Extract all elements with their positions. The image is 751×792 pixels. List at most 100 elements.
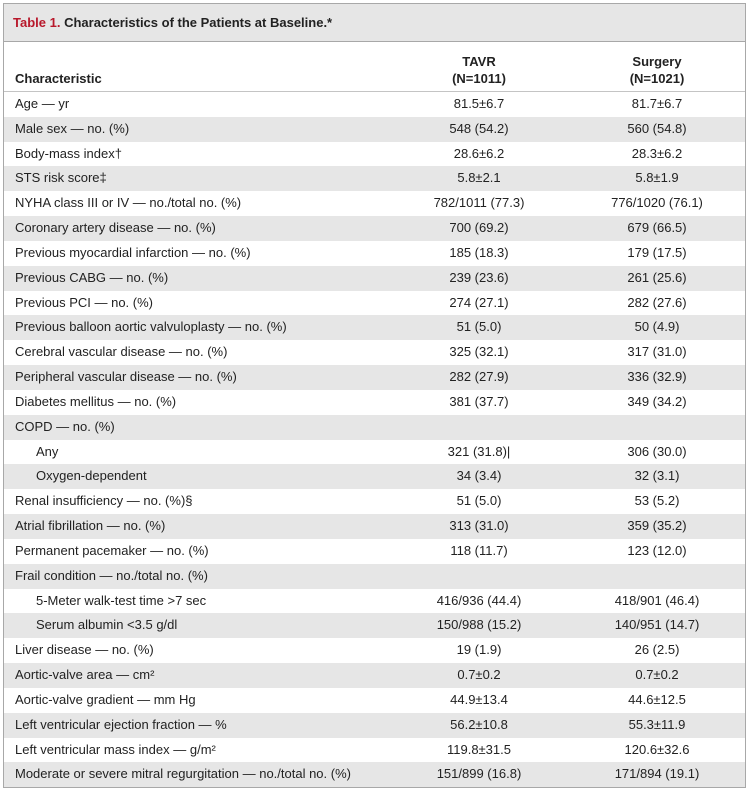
row-label: 5-Meter walk-test time >7 sec bbox=[36, 592, 207, 608]
table-row: STS risk score‡ 5.8±2.1 5.8±1.9 bbox=[4, 166, 745, 192]
table-row: Aortic-valve gradient — mm Hg 44.9±13.4 44… bbox=[4, 688, 745, 713]
tavr-value: 0.7±0.2 bbox=[457, 667, 501, 683]
table-number: Table 1. bbox=[13, 15, 61, 30]
tavr-value: 282 (27.9) bbox=[449, 369, 509, 385]
row-label: Permanent pacemaker — no. (%) bbox=[15, 542, 209, 558]
tavr-value: 782/1011 (77.3) bbox=[433, 195, 525, 211]
table-row: Frail condition — no./total no. (%) bbox=[4, 563, 745, 589]
table-row: Peripheral vascular disease — no. (%) 282… bbox=[4, 365, 745, 390]
tavr-value: 548 (54.2) bbox=[449, 120, 509, 136]
table-row: Body-mass index† 28.6±6.2 28.3±6.2 bbox=[4, 142, 745, 167]
surgery-value: 81.7±6.7 bbox=[631, 96, 683, 111]
tavr-value: 51 (5.0) bbox=[456, 319, 502, 335]
table-row: Oxygen-dependent 34 (3.4) 32 (3.1) bbox=[4, 464, 745, 490]
table-row: Aortic-valve area — cm² 0.7±0.2 0.7±0.2 bbox=[4, 663, 745, 688]
header-surgery: Surgery (N=1021) bbox=[577, 53, 737, 87]
row-label: Previous PCI — no. (%) bbox=[15, 294, 153, 310]
surgery-value: 317 (31.0) bbox=[627, 344, 687, 360]
tavr-value: 321 (31.8)| bbox=[447, 443, 511, 459]
row-label: Male sex — no. (%) bbox=[15, 120, 130, 136]
surgery-value: 55.3±11.9 bbox=[628, 716, 686, 732]
surgery-value: 359 (35.2) bbox=[627, 518, 687, 534]
table-body: Age — yr 81.5±6.7 81.7±6.7 Male sex — no. (… bbox=[4, 92, 745, 788]
header-tavr-n: (N=1011) bbox=[452, 71, 506, 86]
surgery-value: 179 (17.5) bbox=[627, 244, 687, 260]
row-label: Atrial fibrillation — no. (%) bbox=[15, 518, 166, 534]
table-row: Any 321 (31.8)| 306 (30.0) bbox=[4, 440, 745, 465]
table-row: COPD — no. (%) bbox=[4, 414, 745, 440]
tavr-value: 416/936 (44.4) bbox=[436, 592, 522, 608]
row-label: Previous balloon aortic valvuloplasty — … bbox=[15, 319, 287, 335]
tavr-value: 81.5±6.7 bbox=[453, 96, 505, 111]
table-row: Serum albumin <3.5 g/dl 150/988 (15.2) 140… bbox=[4, 613, 745, 639]
table-row: Left ventricular mass index — g/m² 119.8±… bbox=[4, 738, 745, 763]
row-label: Age — yr bbox=[15, 96, 70, 111]
row-label: Serum albumin <3.5 g/dl bbox=[36, 617, 178, 633]
tavr-value: 56.2±10.8 bbox=[450, 716, 508, 732]
tavr-value: 151/899 (16.8) bbox=[436, 766, 522, 782]
tavr-value: 118 (11.7) bbox=[450, 542, 508, 558]
surgery-value: 306 (30.0) bbox=[627, 443, 687, 459]
table-row: Atrial fibrillation — no. (%) 313 (31.0) 3… bbox=[4, 514, 745, 539]
surgery-value: 50 (4.9) bbox=[634, 319, 680, 335]
surgery-value: 349 (34.2) bbox=[627, 393, 687, 409]
tavr-value: 51 (5.0) bbox=[456, 493, 502, 509]
surgery-value: 120.6±32.6 bbox=[624, 741, 690, 757]
surgery-value: 5.8±1.9 bbox=[635, 170, 679, 186]
table-row: Moderate or severe mitral regurgitation … bbox=[4, 762, 745, 788]
surgery-value: 123 (12.0) bbox=[627, 542, 687, 558]
tavr-value: 274 (27.1) bbox=[449, 294, 509, 310]
table-row: Previous balloon aortic valvuloplasty — … bbox=[4, 315, 745, 341]
row-label: Moderate or severe mitral regurgitation … bbox=[15, 766, 351, 782]
surgery-value: 171/894 (19.1) bbox=[614, 766, 700, 782]
surgery-value: 336 (32.9) bbox=[627, 369, 687, 385]
tavr-value: 239 (23.6) bbox=[449, 269, 509, 285]
row-label: Peripheral vascular disease — no. (%) bbox=[15, 369, 237, 385]
surgery-value: 679 (66.5) bbox=[627, 220, 687, 236]
table-row: Left ventricular ejection fraction — % 56… bbox=[4, 712, 745, 738]
row-label: Aortic-valve area — cm² bbox=[15, 667, 155, 683]
table-row: NYHA class III or IV — no./total no. (%)… bbox=[4, 191, 745, 216]
table-row: Previous PCI — no. (%) 274 (27.1) 282 (27.… bbox=[4, 291, 745, 316]
table-header: Characteristic TAVR (N=1011) Surgery (N=… bbox=[4, 42, 745, 92]
surgery-value: 28.3±6.2 bbox=[631, 145, 683, 161]
tavr-value: 150/988 (15.2) bbox=[436, 617, 522, 633]
row-label: Coronary artery disease — no. (%) bbox=[15, 220, 216, 236]
tavr-value: 34 (3.4) bbox=[456, 468, 502, 484]
table-row: Liver disease — no. (%) 19 (1.9) 26 (2.5) bbox=[4, 638, 745, 663]
row-label: Previous myocardial infarction — no. (%) bbox=[15, 244, 251, 260]
row-label: Left ventricular mass index — g/m² bbox=[15, 741, 216, 757]
header-tavr-label: TAVR bbox=[462, 54, 496, 69]
surgery-value: 26 (2.5) bbox=[634, 642, 680, 658]
row-label: Any bbox=[36, 443, 59, 459]
tavr-value: 185 (18.3) bbox=[449, 244, 509, 260]
surgery-value: 776/1020 (76.1) bbox=[611, 195, 703, 211]
row-label: Cerebral vascular disease — no. (%) bbox=[15, 344, 228, 360]
surgery-value: 53 (5.2) bbox=[634, 493, 680, 509]
tavr-value: 28.6±6.2 bbox=[453, 145, 505, 161]
surgery-value: 32 (3.1) bbox=[634, 468, 680, 484]
tavr-value: 325 (32.1) bbox=[449, 344, 509, 360]
surgery-value: 282 (27.6) bbox=[627, 294, 687, 310]
characteristics-table: Characteristic TAVR (N=1011) Surgery (N=… bbox=[4, 42, 745, 788]
table-row: Diabetes mellitus — no. (%) 381 (37.7) 349… bbox=[4, 390, 745, 415]
row-label: Diabetes mellitus — no. (%) bbox=[15, 393, 177, 409]
table-row: Cerebral vascular disease — no. (%) 325 (… bbox=[4, 340, 745, 365]
tavr-value: 700 (69.2) bbox=[449, 220, 509, 236]
surgery-value: 140/951 (14.7) bbox=[614, 617, 700, 633]
header-surgery-label: Surgery bbox=[632, 54, 682, 69]
table-row: Age — yr 81.5±6.7 81.7±6.7 bbox=[4, 92, 745, 117]
surgery-value: 0.7±0.2 bbox=[635, 667, 679, 683]
row-label: Aortic-valve gradient — mm Hg bbox=[15, 691, 196, 707]
row-label: COPD — no. (%) bbox=[15, 418, 115, 434]
row-label: Oxygen-dependent bbox=[36, 468, 147, 484]
row-label: Liver disease — no. (%) bbox=[15, 642, 154, 658]
table-row: Permanent pacemaker — no. (%) 118 (11.7) 1… bbox=[4, 539, 745, 564]
header-surgery-n: (N=1021) bbox=[629, 71, 685, 86]
header-tavr: TAVR (N=1011) bbox=[399, 53, 559, 87]
surgery-value: 44.6±12.5 bbox=[628, 691, 686, 707]
row-label: Renal insufficiency — no. (%)§ bbox=[15, 493, 193, 509]
table-row: Previous myocardial infarction — no. (%)… bbox=[4, 241, 745, 266]
table-frame: Table 1. Characteristics of the Patients… bbox=[3, 3, 746, 788]
table-title: Table 1. Characteristics of the Patients… bbox=[4, 4, 745, 42]
